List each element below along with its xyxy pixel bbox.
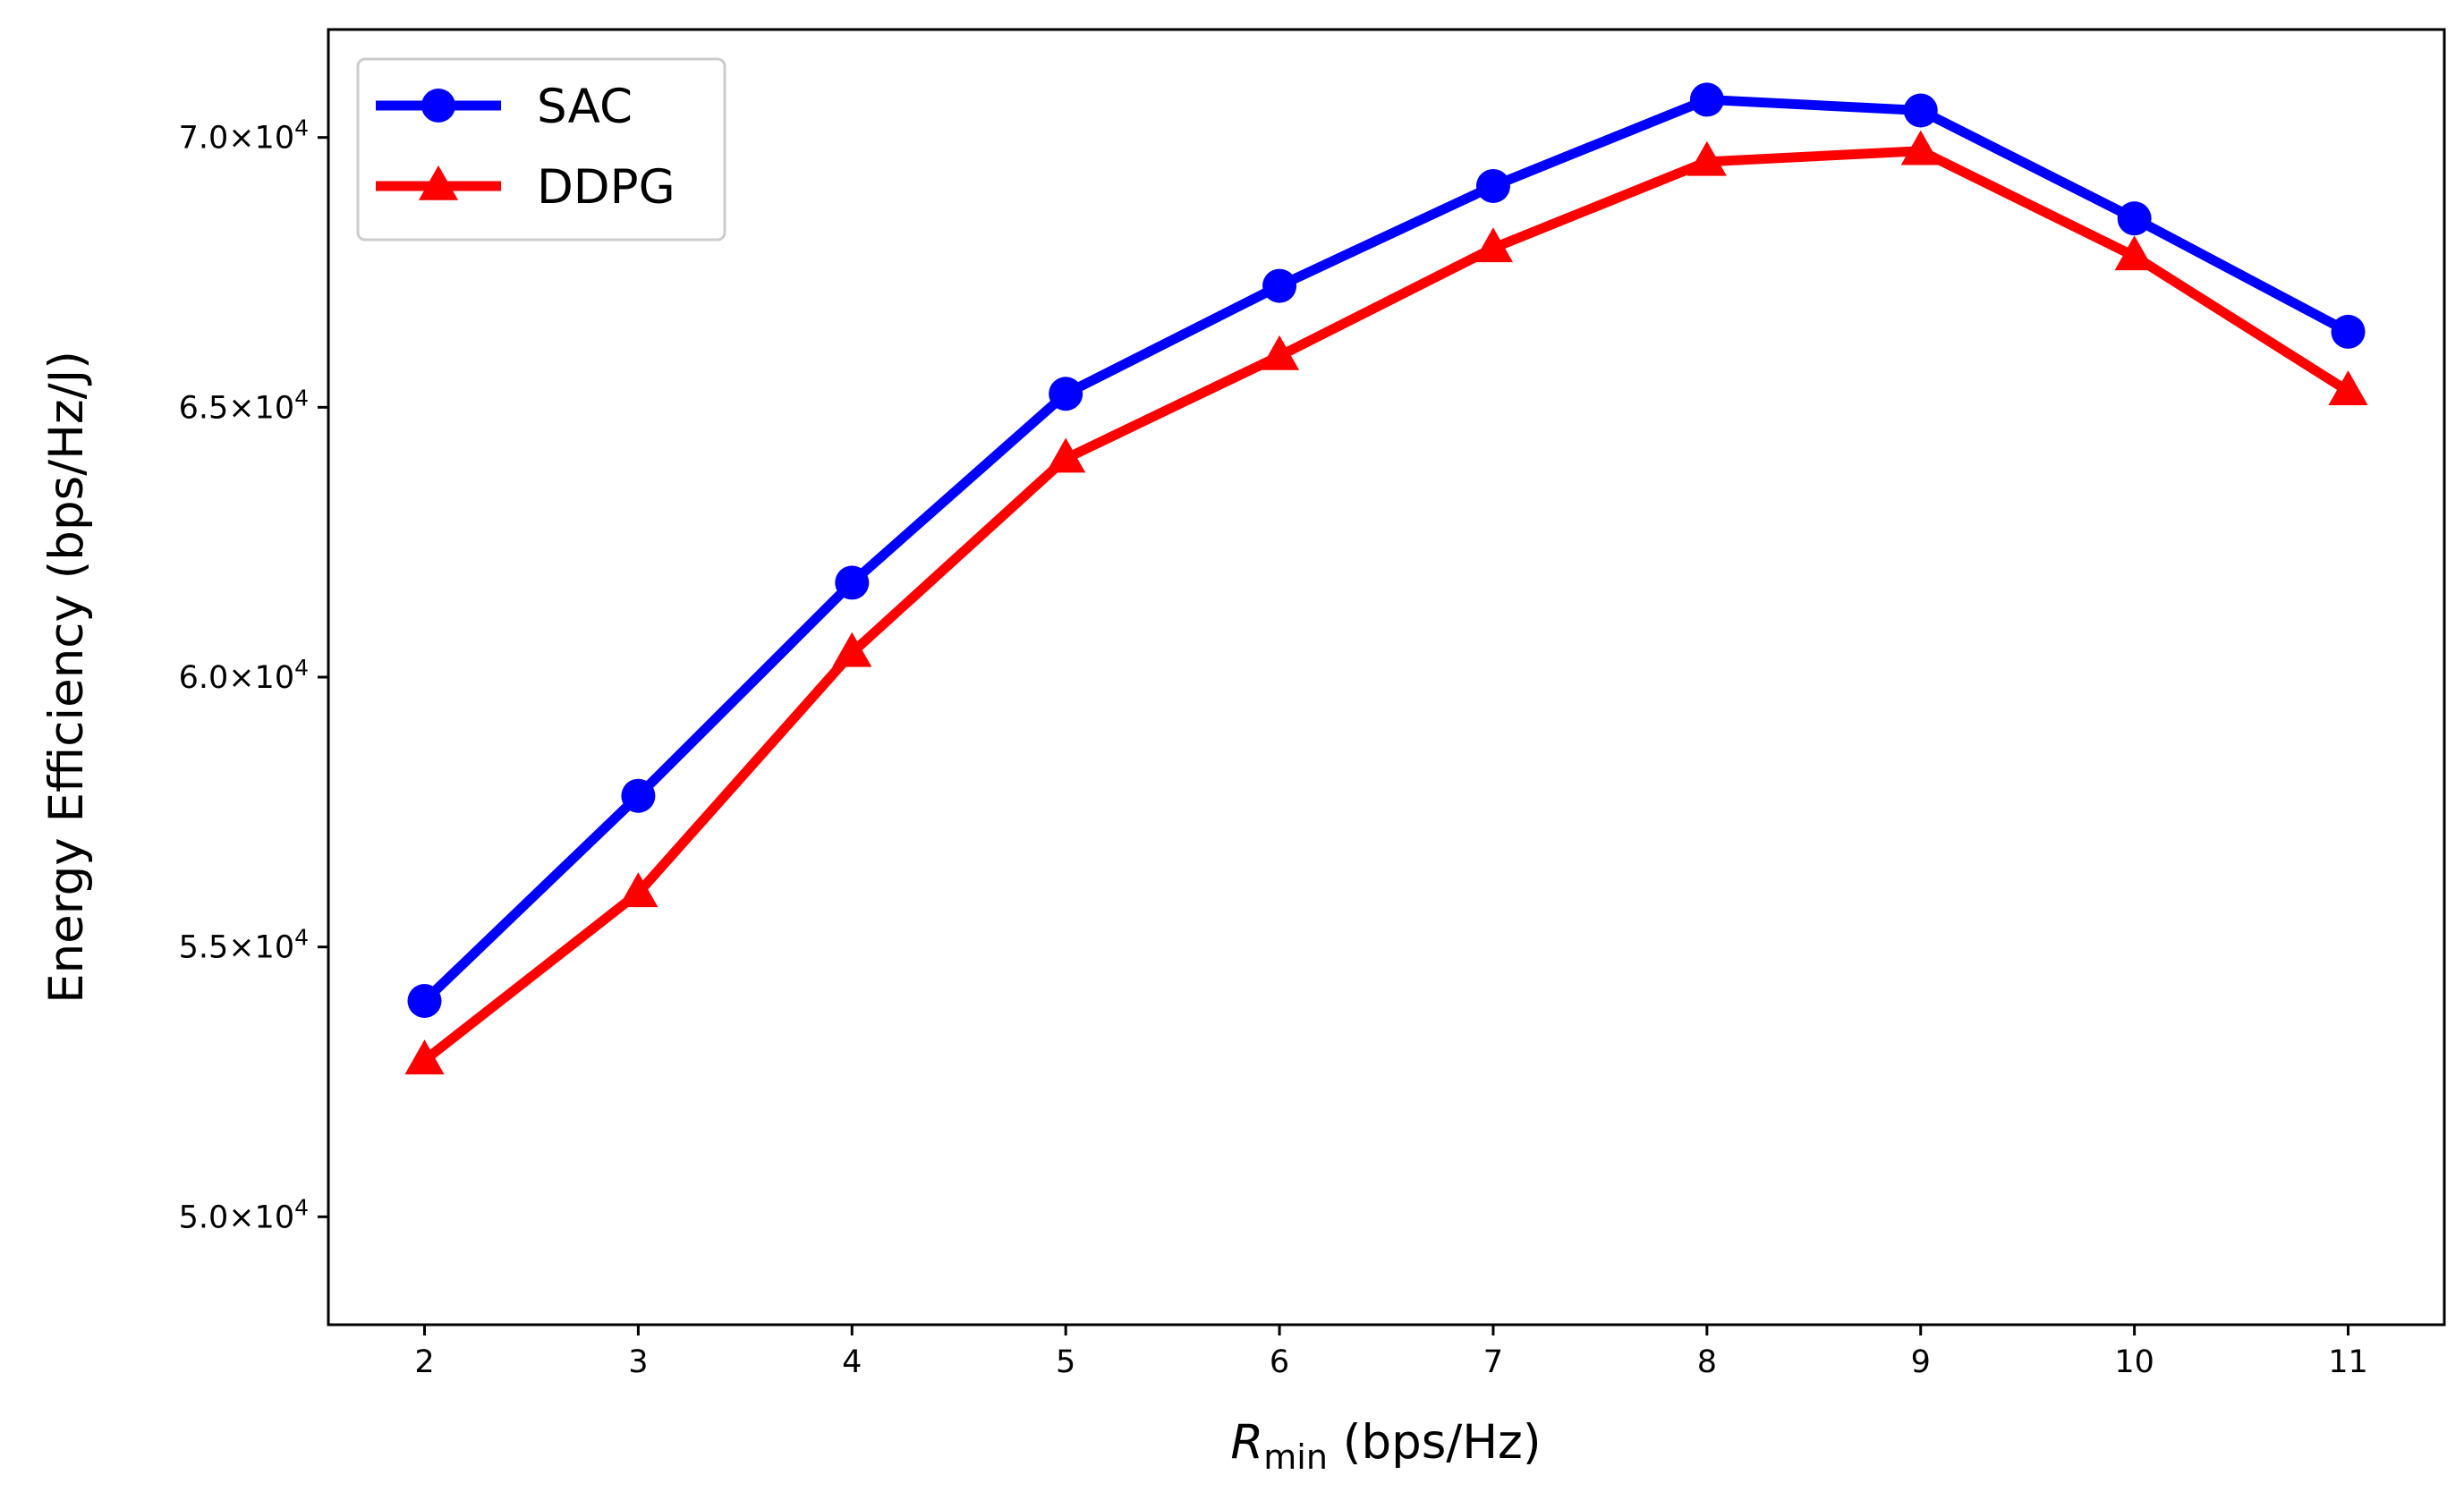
x-tick-label: 6 xyxy=(1270,1344,1289,1380)
sac-point xyxy=(407,984,442,1018)
sac-point xyxy=(2331,314,2366,349)
y-tick-label: 6.5×104 xyxy=(179,385,309,426)
x-tick-label: 4 xyxy=(842,1344,862,1380)
sac-point xyxy=(1049,377,1083,411)
y-tick-label: 5.0×104 xyxy=(179,1194,309,1235)
legend-label-ddpg: DDPG xyxy=(537,160,675,215)
x-tick-label: 10 xyxy=(2114,1344,2154,1380)
y-tick-label: 6.0×104 xyxy=(179,655,309,696)
sac-point xyxy=(835,565,870,600)
legend-entry-sac: SAC xyxy=(376,80,633,134)
legend-label-sac: SAC xyxy=(537,80,633,134)
sac-point xyxy=(1903,93,1938,128)
x-tick-label: 11 xyxy=(2328,1344,2368,1380)
ddpg-point xyxy=(1900,130,1941,165)
sac-line xyxy=(421,94,2351,1005)
x-tick-label: 2 xyxy=(414,1344,434,1380)
x-tick-label: 3 xyxy=(628,1344,648,1380)
ddpg-point xyxy=(1473,227,1513,263)
x-axis-ticks: 2 3 4 5 6 7 8 9 10 11 xyxy=(414,1325,2368,1380)
sac-point xyxy=(1689,82,1724,117)
ddpg-point xyxy=(1687,140,1727,176)
x-axis-label-unit: (bps/Hz) xyxy=(1328,1415,1542,1470)
ddpg-point xyxy=(2114,235,2154,271)
sac-point xyxy=(1262,268,1297,303)
sac-point xyxy=(2117,201,2152,236)
ddpg-point xyxy=(404,1039,445,1075)
series-layer xyxy=(404,82,2368,1075)
x-tick-label: 7 xyxy=(1483,1344,1503,1380)
series-sac xyxy=(407,82,2366,1018)
x-axis-label-symbol: R xyxy=(1230,1415,1263,1470)
sac-point xyxy=(1475,168,1510,203)
ddpg-point xyxy=(1260,335,1300,370)
x-tick-label: 8 xyxy=(1697,1344,1717,1380)
x-tick-label: 5 xyxy=(1056,1344,1075,1380)
legend-entry-ddpg: DDPG xyxy=(376,160,675,215)
ddpg-point xyxy=(2328,370,2368,405)
ddpg-point xyxy=(1046,437,1086,473)
ddpg-line xyxy=(421,146,2351,1064)
ddpg-point xyxy=(832,632,872,667)
sac-point xyxy=(621,778,656,813)
y-axis-label: Energy Efficiency (bps/Hz/J) xyxy=(39,351,94,1004)
legend-marker-sac xyxy=(421,89,455,123)
y-tick-label: 5.5×104 xyxy=(179,925,309,966)
x-axis-label-subscript: min xyxy=(1263,1437,1328,1477)
series-ddpg xyxy=(404,130,2368,1075)
y-tick-label: 7.0×104 xyxy=(179,115,309,157)
x-tick-label: 9 xyxy=(1911,1344,1931,1380)
legend-marker-ddpg xyxy=(418,165,459,200)
ddpg-point xyxy=(618,872,658,908)
legend: SAC DDPG xyxy=(356,57,726,242)
legend-entries: SAC DDPG xyxy=(376,80,675,215)
y-axis-ticks: 5.0×104 5.5×104 6.0×104 6.5×104 7.0×104 xyxy=(179,115,328,1235)
x-axis-label: Rmin (bps/Hz) xyxy=(1230,1415,1541,1477)
